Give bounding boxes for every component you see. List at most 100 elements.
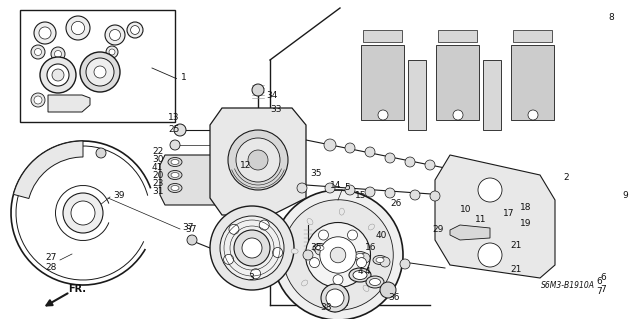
Circle shape — [303, 250, 313, 260]
Text: 33: 33 — [270, 106, 282, 115]
Text: 20: 20 — [152, 172, 163, 181]
Circle shape — [170, 140, 180, 150]
Circle shape — [378, 110, 388, 120]
Polygon shape — [450, 225, 490, 240]
Ellipse shape — [168, 170, 182, 180]
Ellipse shape — [171, 186, 179, 190]
Polygon shape — [435, 155, 555, 278]
Circle shape — [297, 183, 307, 193]
Circle shape — [80, 52, 120, 92]
Circle shape — [528, 110, 538, 120]
Text: 6: 6 — [596, 277, 602, 286]
Circle shape — [478, 178, 502, 202]
Text: 23: 23 — [152, 180, 163, 189]
Text: S6M3-B1910A: S6M3-B1910A — [541, 280, 595, 290]
Polygon shape — [48, 95, 90, 112]
Ellipse shape — [301, 280, 308, 286]
Circle shape — [453, 110, 463, 120]
Text: 34: 34 — [266, 91, 277, 100]
Text: 28: 28 — [45, 263, 56, 272]
Circle shape — [109, 49, 115, 55]
Circle shape — [273, 248, 283, 257]
Text: 2: 2 — [563, 174, 568, 182]
Polygon shape — [355, 30, 410, 130]
Text: 37: 37 — [182, 224, 193, 233]
Circle shape — [229, 224, 239, 234]
Circle shape — [324, 139, 336, 151]
Text: 1: 1 — [181, 73, 187, 83]
Circle shape — [96, 148, 106, 158]
Circle shape — [34, 96, 42, 104]
Circle shape — [174, 124, 186, 136]
Text: 13: 13 — [168, 114, 179, 122]
Circle shape — [34, 22, 56, 44]
Circle shape — [326, 289, 344, 307]
Polygon shape — [340, 8, 618, 305]
Circle shape — [47, 64, 69, 86]
Polygon shape — [511, 45, 554, 120]
Text: 21: 21 — [510, 241, 522, 249]
Circle shape — [273, 190, 403, 319]
Ellipse shape — [336, 249, 344, 255]
Circle shape — [51, 47, 65, 61]
Circle shape — [66, 16, 90, 40]
Circle shape — [345, 143, 355, 153]
Circle shape — [345, 185, 355, 195]
Circle shape — [242, 238, 262, 258]
Circle shape — [430, 191, 440, 201]
Text: 5: 5 — [344, 182, 349, 191]
Circle shape — [63, 193, 103, 233]
Text: 38: 38 — [320, 303, 332, 313]
Text: 7: 7 — [600, 286, 605, 294]
Text: 9: 9 — [622, 190, 628, 199]
Ellipse shape — [349, 268, 371, 282]
Text: 12: 12 — [240, 160, 252, 169]
Ellipse shape — [332, 295, 337, 302]
Circle shape — [321, 284, 349, 312]
Ellipse shape — [168, 158, 182, 167]
Circle shape — [333, 275, 343, 285]
Circle shape — [131, 26, 140, 34]
Circle shape — [385, 188, 395, 198]
Circle shape — [325, 183, 335, 193]
Circle shape — [72, 21, 84, 34]
Ellipse shape — [171, 160, 179, 165]
Ellipse shape — [316, 246, 324, 250]
Polygon shape — [436, 45, 479, 120]
Text: 16: 16 — [365, 243, 376, 253]
Text: 11: 11 — [475, 216, 486, 225]
Circle shape — [356, 258, 367, 268]
Circle shape — [71, 201, 95, 225]
Ellipse shape — [376, 257, 384, 263]
Ellipse shape — [368, 224, 374, 230]
Circle shape — [405, 157, 415, 167]
Circle shape — [335, 249, 345, 259]
Circle shape — [319, 230, 328, 240]
Ellipse shape — [353, 271, 367, 279]
Circle shape — [248, 150, 268, 170]
Circle shape — [86, 58, 114, 86]
Text: 37: 37 — [185, 226, 196, 234]
Circle shape — [251, 269, 260, 279]
Ellipse shape — [313, 243, 327, 253]
Text: 19: 19 — [520, 219, 531, 228]
Circle shape — [365, 147, 375, 157]
Circle shape — [187, 235, 197, 245]
Text: 35: 35 — [310, 243, 321, 253]
Text: 6: 6 — [600, 273, 605, 283]
Circle shape — [127, 22, 143, 38]
Text: 4: 4 — [358, 268, 364, 277]
Text: 17: 17 — [503, 210, 515, 219]
Circle shape — [54, 50, 61, 57]
Text: 10: 10 — [460, 205, 472, 214]
Circle shape — [52, 69, 64, 81]
Ellipse shape — [307, 219, 313, 225]
Circle shape — [35, 48, 42, 56]
Bar — [20, 10, 175, 122]
Circle shape — [228, 130, 288, 190]
Text: 41: 41 — [152, 164, 163, 173]
Circle shape — [39, 27, 51, 39]
Circle shape — [360, 253, 370, 263]
Text: 22: 22 — [152, 147, 163, 157]
Text: 3: 3 — [248, 273, 253, 283]
